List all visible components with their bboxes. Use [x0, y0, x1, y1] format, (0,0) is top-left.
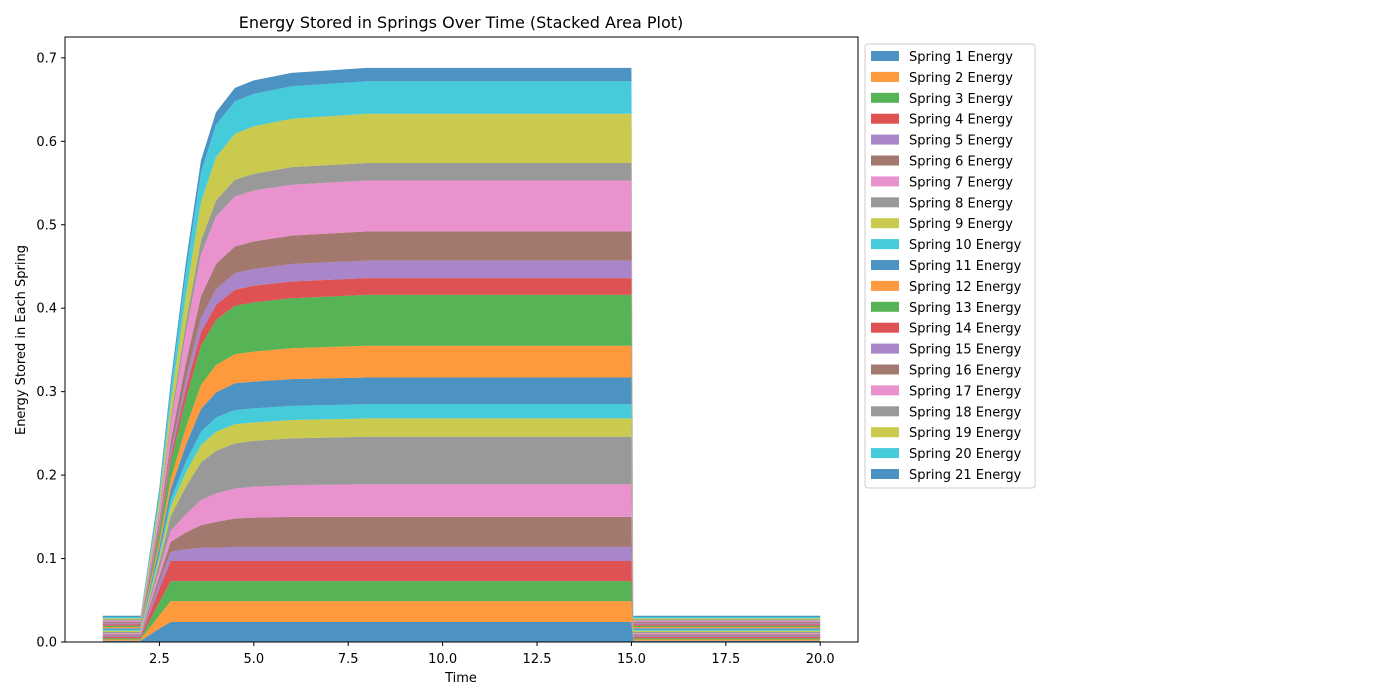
- areas-layer: [102, 67, 821, 642]
- legend-label: Spring 19 Energy: [909, 426, 1022, 441]
- legend-label: Spring 1 Energy: [909, 50, 1013, 65]
- legend-label: Spring 7 Energy: [909, 175, 1013, 190]
- area-series-7: [102, 484, 821, 635]
- legend-label: Spring 21 Energy: [909, 468, 1022, 483]
- x-tick-label: 12.5: [523, 652, 552, 667]
- plot-frame: [64, 36, 859, 643]
- legend-swatch: [871, 469, 899, 479]
- legend-label: Spring 10 Energy: [909, 238, 1022, 253]
- y-tick-label: 0.5: [36, 218, 57, 233]
- area-series-2: [102, 601, 821, 641]
- area-series-1: [102, 621, 821, 642]
- legend-label: Spring 14 Energy: [909, 322, 1022, 337]
- area-series-8: [102, 436, 821, 634]
- legend-swatch: [871, 239, 899, 250]
- y-axis-ticks: 0.0 0.1 0.2 0.3 0.4 0.5 0.6 0.7: [36, 51, 65, 651]
- x-axis-ticks: 2.5 5.0 7.5 10.0 12.5 15.0 17.5 20.0: [149, 642, 835, 667]
- legend-frame: [864, 43, 1036, 489]
- legend-swatch: [871, 134, 899, 145]
- legend-swatch: [871, 155, 899, 166]
- legend-label: Spring 18 Energy: [909, 405, 1022, 420]
- legend-swatch: [871, 51, 899, 61]
- x-tick-label: 5.0: [243, 652, 264, 667]
- legend-swatch: [871, 343, 899, 354]
- area-series-4: [102, 561, 821, 639]
- chart-title: Energy Stored in Springs Over Time (Stac…: [239, 13, 684, 32]
- legend-label: Spring 17 Energy: [909, 384, 1022, 399]
- legend-label: Spring 16 Energy: [909, 364, 1022, 379]
- legend-label: Spring 2 Energy: [909, 71, 1013, 86]
- legend-swatch: [871, 301, 899, 312]
- x-tick-label: 7.5: [338, 652, 359, 667]
- legend-swatch: [871, 427, 899, 438]
- legend-swatch: [871, 197, 899, 208]
- legend-swatch: [871, 71, 899, 82]
- legend-swatch: [871, 92, 899, 103]
- legend-swatch: [871, 406, 899, 417]
- legend-label: Spring 4 Energy: [909, 113, 1013, 128]
- area-series-5: [102, 546, 821, 637]
- y-tick-label: 0.4: [36, 302, 57, 317]
- y-tick-label: 0.1: [36, 552, 57, 567]
- legend: Spring 1 Energy Spring 2 Energy Spring 3 E…: [864, 43, 1036, 489]
- legend-swatch: [871, 113, 899, 124]
- x-tick-label: 15.0: [617, 652, 646, 667]
- legend-label: Spring 5 Energy: [909, 134, 1013, 149]
- x-tick-label: 17.5: [711, 652, 740, 667]
- y-tick-label: 0.6: [36, 135, 57, 150]
- legend-label: Spring 13 Energy: [909, 301, 1022, 316]
- legend-label: Spring 15 Energy: [909, 343, 1022, 358]
- legend-label: Spring 3 Energy: [909, 92, 1013, 107]
- x-tick-label: 2.5: [149, 652, 170, 667]
- legend-swatch: [871, 218, 899, 229]
- x-tick-label: 10.0: [428, 652, 457, 667]
- legend-swatch: [871, 364, 899, 375]
- legend-label: Spring 20 Energy: [909, 447, 1022, 462]
- y-axis-label: Energy Stored in Each Spring: [14, 245, 29, 435]
- legend-swatch: [871, 448, 899, 459]
- y-tick-label: 0.3: [36, 385, 57, 400]
- area-series-6: [102, 516, 821, 636]
- legend-label: Spring 9 Energy: [909, 217, 1013, 232]
- legend-label: Spring 11 Energy: [909, 259, 1022, 274]
- x-tick-label: 20.0: [806, 652, 835, 667]
- legend-swatch: [871, 385, 899, 396]
- legend-swatch: [871, 176, 899, 187]
- y-tick-label: 0.7: [36, 51, 57, 66]
- y-tick-label: 0.2: [36, 469, 57, 484]
- legend-swatch: [871, 260, 899, 270]
- legend-swatch: [871, 322, 899, 333]
- x-axis-label: Time: [444, 671, 477, 686]
- legend-label: Spring 8 Energy: [909, 196, 1013, 211]
- legend-swatch: [871, 280, 899, 291]
- legend-label: Spring 6 Energy: [909, 155, 1013, 170]
- legend-label: Spring 12 Energy: [909, 280, 1022, 295]
- area-series-3: [102, 581, 821, 640]
- y-tick-label: 0.0: [36, 636, 57, 651]
